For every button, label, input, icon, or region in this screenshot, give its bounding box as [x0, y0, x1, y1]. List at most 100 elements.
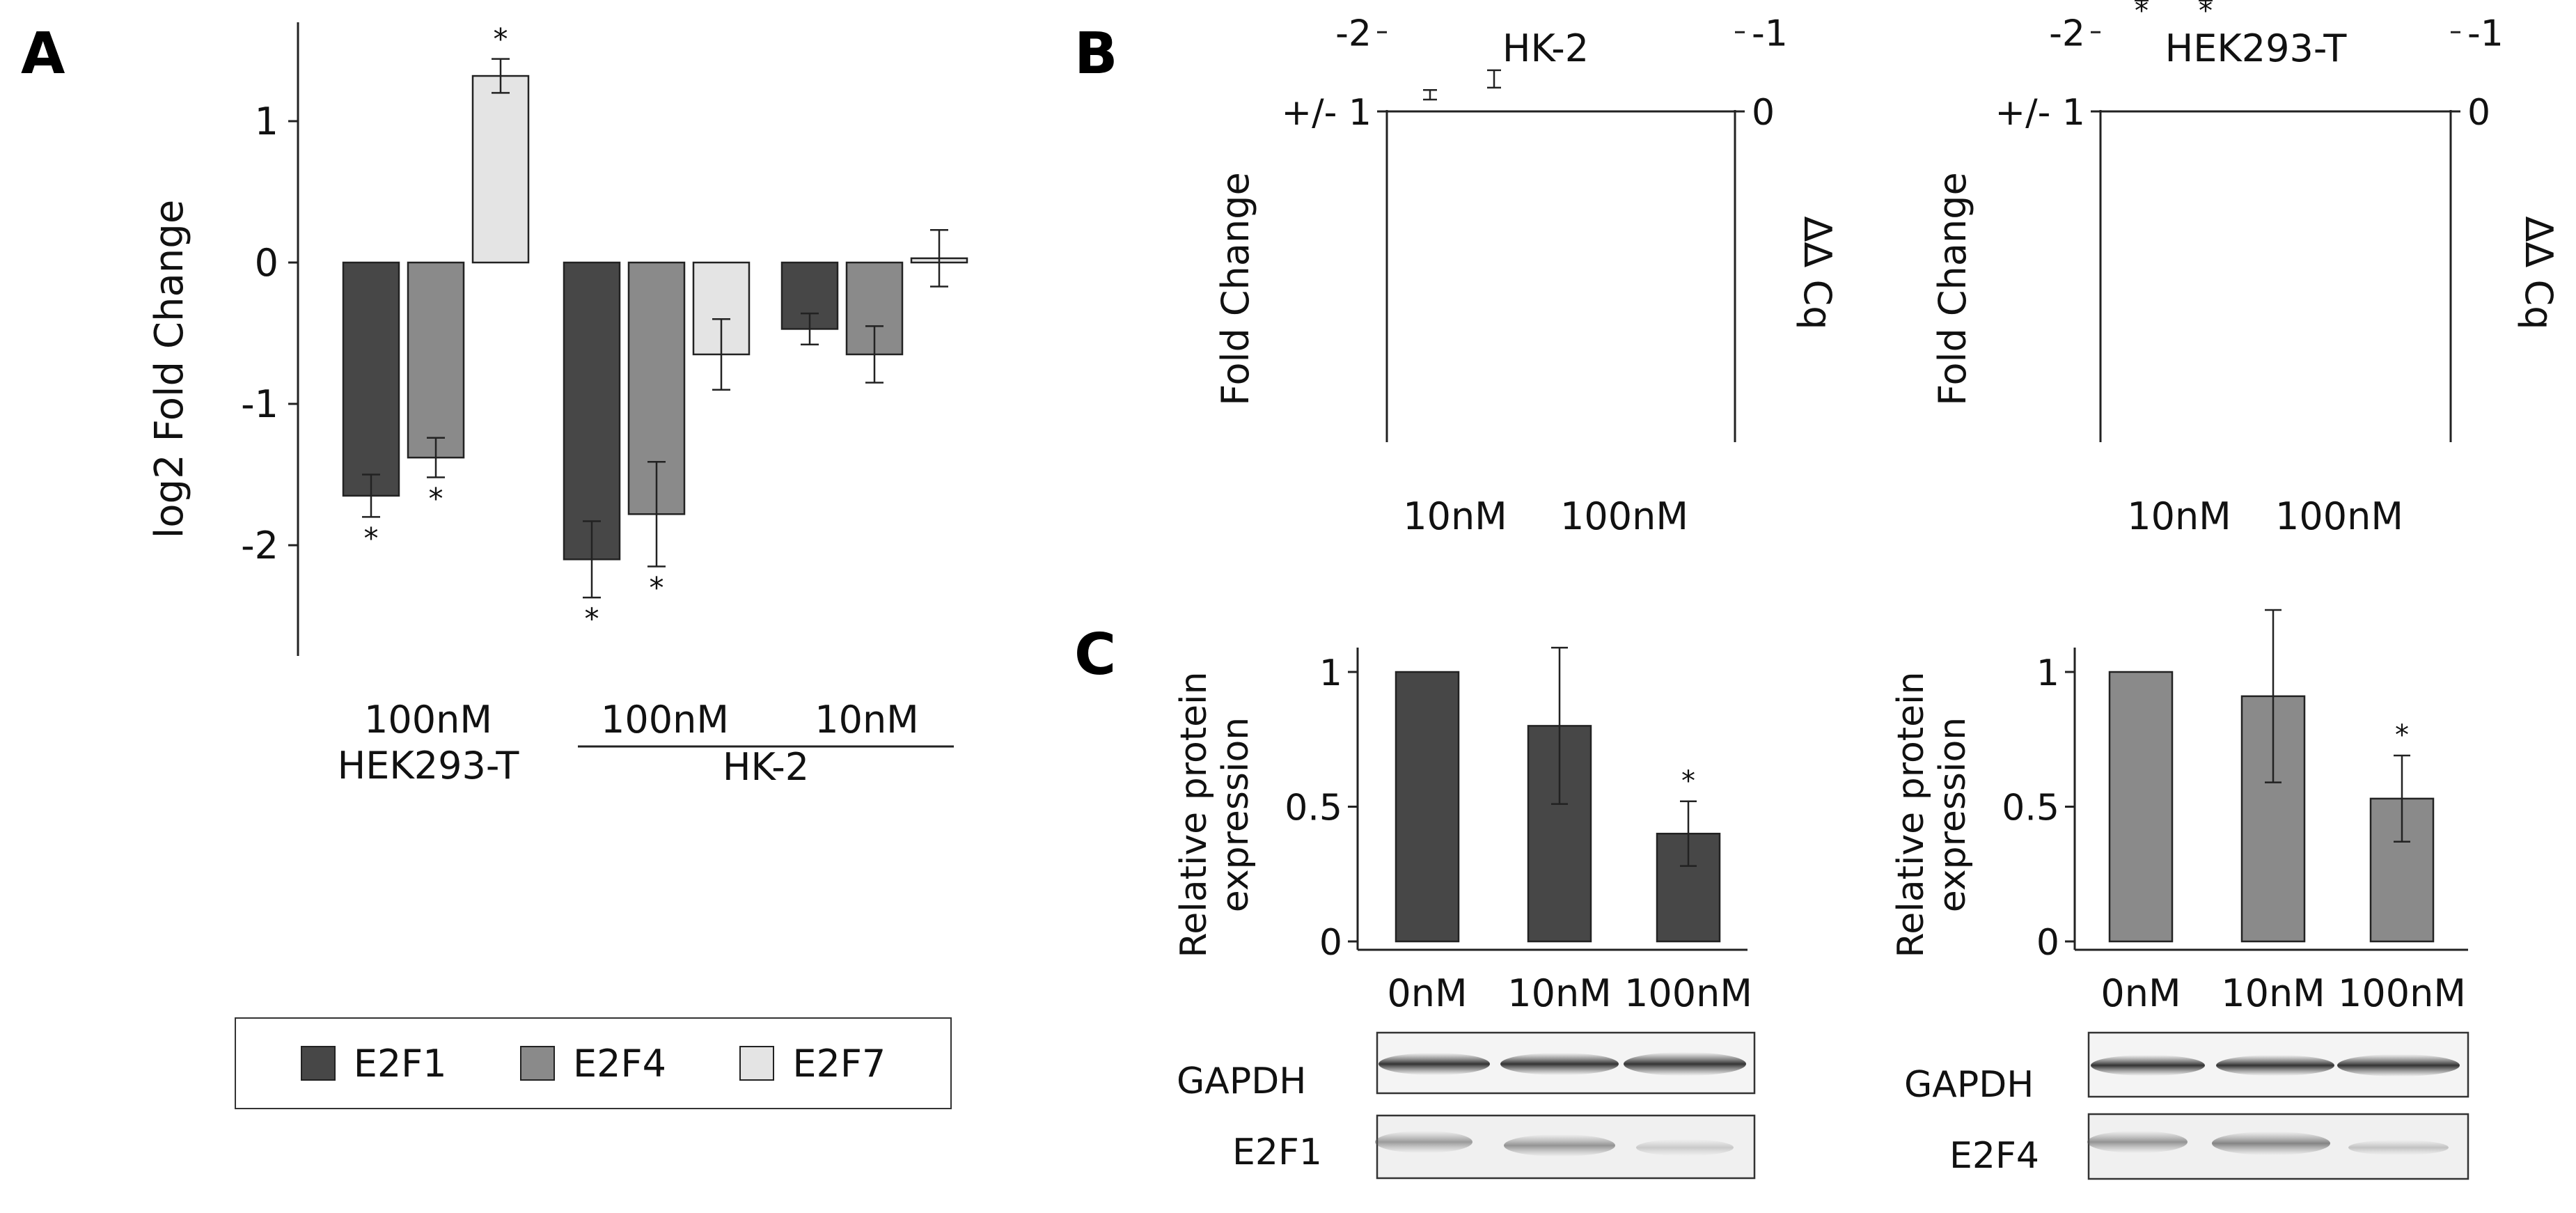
- y-tick-label: -1: [241, 382, 278, 426]
- y-tick-label: 1: [2036, 652, 2059, 694]
- western-blot-right: GAPDH E2F4: [1904, 1031, 2469, 1180]
- category-label: 100nM: [1624, 971, 1752, 1015]
- dcq-tick-label: -1: [2467, 13, 2504, 54]
- panel-a-y-ticks: -2 -1 0 1: [241, 100, 298, 568]
- significance-marker: *: [1681, 765, 1695, 797]
- panel-b-hek-y-label: Fold Change: [1931, 172, 1974, 405]
- fold-tick-label: +/- 1: [1995, 92, 2085, 134]
- fold-tick-label: -2: [1335, 13, 1372, 54]
- bar-e2f1: [342, 261, 400, 497]
- legend-label-e2f7: E2F7: [792, 1041, 886, 1086]
- category-label: 10nM: [2127, 494, 2231, 538]
- panel-b-hek-title: HEK293-T: [2165, 26, 2348, 70]
- panel-a-group1-cell: HEK293-T: [338, 744, 520, 788]
- category-label: 10nM: [2221, 971, 2325, 1015]
- legend-swatch-e2f4: [520, 1046, 556, 1081]
- blot-band: [1379, 1053, 1490, 1075]
- category-label: 100nM: [2275, 494, 2403, 538]
- panel-a-group1-dose: 100nM: [364, 698, 492, 742]
- y-tick-label: 0: [1319, 922, 1342, 964]
- fold-tick-label: -2: [2049, 13, 2085, 54]
- panel-a-group3-dose: 10nM: [815, 698, 919, 742]
- panel-b-hk2-bars: **: [1423, 69, 1501, 101]
- bar: [2108, 671, 2174, 943]
- panel-letter-b: B: [1074, 21, 1118, 87]
- y-tick-label: 0: [2036, 922, 2059, 964]
- y-tick-label: 0.5: [2002, 788, 2059, 829]
- panel-c-right-y-label-line2: expression: [1932, 717, 1974, 913]
- significance-marker: *: [650, 570, 664, 604]
- panel-a-group2-dose: 100nM: [601, 698, 729, 742]
- panel-c-left-y-label-line1: Relative protein: [1173, 671, 1215, 957]
- legend-label-e2f1: E2F1: [353, 1041, 447, 1086]
- dcq-tick-label: 0: [1752, 92, 1775, 134]
- significance-marker: *: [2199, 0, 2213, 27]
- bar-e2f1: [563, 261, 621, 561]
- blot-left-target-label: E2F1: [1232, 1132, 1322, 1173]
- blot-band: [2216, 1055, 2334, 1076]
- panel-b-hk2-chart: HK-2 Fold Change ΔΔ Cq +/- 10-2-1-4-2-8-…: [1214, 13, 1839, 538]
- panel-c-right-categories: 0nM 10nM 100nM: [2100, 971, 2466, 1015]
- panel-b-hk2-categories: 10nM 100nM: [1403, 494, 1688, 538]
- legend-item-e2f1: E2F1: [300, 1041, 447, 1086]
- panel-c-right-bars: *: [2108, 609, 2435, 943]
- category-label: 10nM: [1507, 971, 1612, 1015]
- category-label: 0nM: [1387, 971, 1467, 1015]
- blot-band: [2087, 1131, 2188, 1153]
- bar-e2f1: [780, 261, 839, 330]
- legend-item-e2f7: E2F7: [739, 1042, 886, 1086]
- legend-swatch-e2f7: [739, 1046, 775, 1081]
- bar-e2f7: [471, 75, 530, 264]
- y-tick-label: 1: [1319, 652, 1342, 694]
- category-label: 100nM: [1560, 494, 1688, 538]
- panel-c-e2f1-chart: Relative protein expression 00.51 * 0nM 1…: [1173, 646, 1752, 1015]
- panel-a-chart: log2 Fold Change -2 -1 0 1 * * * * * 100nM HEK2…: [147, 22, 968, 789]
- legend: E2F1 E2F4 E2F7: [235, 1017, 952, 1109]
- panel-b-hk2-y-label: Fold Change: [1214, 172, 1257, 405]
- legend-item-e2f4: E2F4: [520, 1042, 666, 1086]
- panel-a-y-label: log2 Fold Change: [147, 200, 192, 539]
- panel-b-hek-chart: HEK293-T Fold Change ΔΔ Cq +/- 10-2-1-4-…: [1931, 0, 2561, 538]
- panel-c-left-axes: 00.51: [1285, 648, 1748, 964]
- panel-c-right-axes: 00.51: [2002, 648, 2468, 964]
- blot-band: [2348, 1140, 2449, 1155]
- blot-band: [1504, 1134, 1615, 1157]
- significance-marker: *: [364, 521, 379, 555]
- blot-band: [1636, 1139, 1734, 1156]
- fold-tick-label: +/- 1: [1282, 92, 1372, 134]
- blot-band: [2091, 1055, 2205, 1076]
- y-tick-label: 1: [255, 100, 278, 143]
- y-tick-label: 0.5: [1285, 788, 1342, 829]
- blot-right-target-label: E2F4: [1949, 1135, 2039, 1177]
- panel-c-left-categories: 0nM 10nM 100nM: [1387, 971, 1752, 1015]
- panel-b-hk2-axes: +/- 10-2-1-4-2-8-3-16-4: [1282, 13, 1788, 442]
- panel-c-e2f4-chart: Relative protein expression 00.51 * 0nM 1…: [1890, 609, 2468, 1015]
- category-label: 0nM: [2100, 971, 2181, 1015]
- significance-marker: *: [494, 22, 508, 56]
- significance-marker: *: [2135, 0, 2149, 27]
- panel-a-hk2-label: HK-2: [723, 745, 809, 789]
- blot-right-gapdh-label: GAPDH: [1904, 1064, 2034, 1106]
- panel-b-hek-axes: +/- 10-2-1-4-2-8-3-16-4: [1995, 13, 2504, 442]
- bar-e2f4: [407, 261, 465, 459]
- blot-band: [1624, 1052, 1746, 1076]
- category-label: 10nM: [1403, 494, 1507, 538]
- y-tick-label: -2: [241, 524, 278, 568]
- panel-a-bars: * * * * *: [342, 22, 968, 636]
- blot-band: [2337, 1054, 2460, 1077]
- panel-b-hk2-title: HK-2: [1502, 26, 1589, 70]
- blot-left-gapdh-label: GAPDH: [1177, 1061, 1306, 1102]
- significance-marker: *: [2395, 719, 2409, 751]
- panel-letter-a: A: [21, 21, 65, 87]
- blot-band: [1375, 1131, 1472, 1153]
- panel-c-left-bars: *: [1395, 646, 1721, 943]
- western-blot-left: GAPDH E2F1: [1177, 1031, 1756, 1180]
- panel-b-hek-categories: 10nM 100nM: [2127, 494, 2403, 538]
- dcq-tick-label: 0: [2467, 92, 2490, 134]
- legend-swatch-e2f1: [300, 1046, 336, 1081]
- blot-band: [2212, 1132, 2330, 1155]
- panel-b-hek-y2-label: ΔΔ Cq: [2517, 216, 2561, 329]
- panel-b-hk2-y2-label: ΔΔ Cq: [1796, 216, 1839, 329]
- panel-letter-c: C: [1074, 622, 1116, 688]
